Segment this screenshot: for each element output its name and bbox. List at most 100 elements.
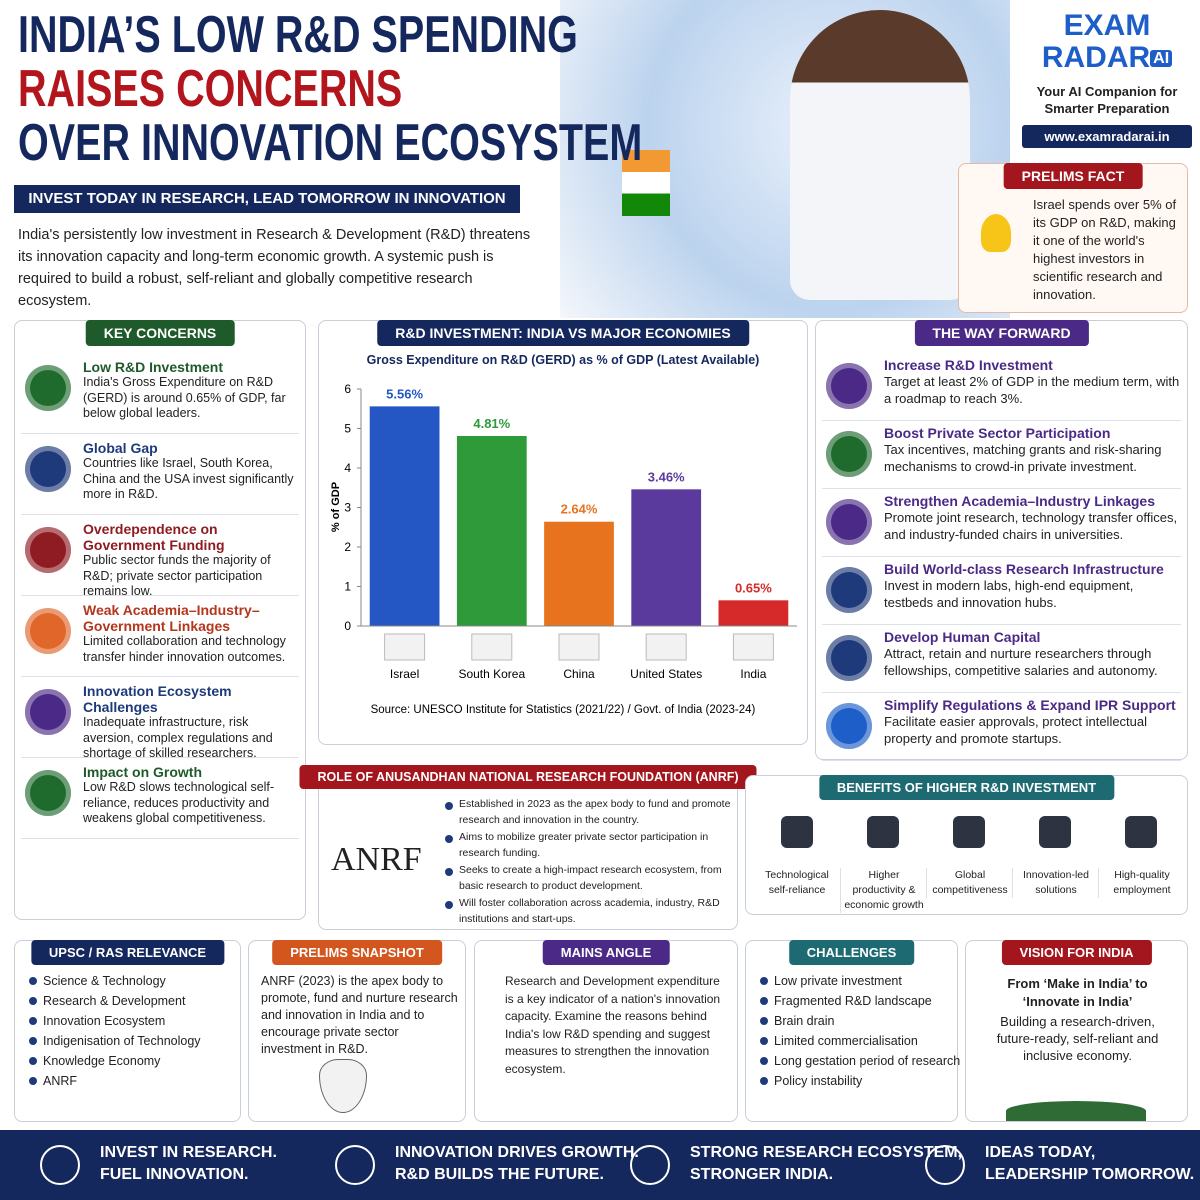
way-forward-item: Simplify Regulations & Expand IPR Suppor… (822, 693, 1181, 761)
mains-angle: MAINS ANGLE Research and Development exp… (474, 940, 738, 1122)
section-header: THE WAY FORWARD (914, 320, 1089, 346)
concern-icon (25, 608, 71, 654)
brand: EXAM RADAR AI Your AI Companion for Smart… (1022, 10, 1192, 149)
relevance-item: Science & Technology (27, 971, 166, 991)
upsc-relevance: UPSC / RAS RELEVANCE Science & Technolog… (14, 940, 241, 1122)
value-label: 0.65% (735, 580, 772, 595)
benefit-icon (953, 816, 985, 848)
y-tick-label: 4 (344, 461, 351, 475)
brand-badge: AI (1150, 50, 1173, 68)
benefit-icon (781, 816, 813, 848)
footer-icon (40, 1145, 80, 1185)
footer-icon (335, 1145, 375, 1185)
concern-text: Countries like Israel, South Korea, Chin… (83, 456, 294, 501)
concern-item: Low R&D Investment India's Gross Expendit… (21, 353, 299, 434)
y-tick-label: 0 (344, 619, 351, 633)
y-axis-label: % of GDP (330, 482, 342, 532)
concern-body: Low R&D Investment India's Gross Expendit… (83, 359, 299, 433)
brand-name-part: RADAR (1041, 41, 1151, 74)
y-tick-label: 1 (344, 580, 351, 594)
x-tick-label: India (740, 667, 766, 681)
title-line: RAISES CONCERNS (18, 60, 403, 118)
footer-line: STRONGER INDIA. (690, 1166, 834, 1183)
concern-title: Weak Academia–Industry–Government Linkag… (83, 602, 260, 634)
way-forward-title: Simplify Regulations & Expand IPR Suppor… (884, 697, 1176, 713)
concern-text: Inadequate infrastructure, risk aversion… (83, 715, 273, 760)
bar (456, 436, 527, 626)
way-forward-icon (826, 363, 872, 409)
concern-body: Innovation Ecosystem Challenges Inadequat… (83, 683, 299, 760)
way-forward-title: Boost Private Sector Participation (884, 425, 1111, 441)
anrf-point: Will foster collaboration across academi… (443, 895, 733, 927)
footer: INVEST IN RESEARCH. FUEL INNOVATION. INNOV… (0, 1130, 1200, 1200)
title-line: OVER INNOVATION ECOSYSTEM (18, 114, 643, 172)
concern-icon (25, 689, 71, 735)
value-label: 4.81% (473, 416, 510, 431)
footer-icon (630, 1145, 670, 1185)
section-header: CHALLENGES (788, 940, 915, 965)
chart-title: R&D INVESTMENT: INDIA VS MAJOR ECONOMIES (377, 320, 749, 346)
anrf-point: Aims to mobilize greater private sector … (443, 829, 733, 861)
concern-icon (25, 446, 71, 492)
section-header: BENEFITS OF HIGHER R&D INVESTMENT (818, 775, 1115, 800)
footer-line: FUEL INNOVATION. (100, 1166, 249, 1183)
way-forward-title: Develop Human Capital (884, 629, 1041, 645)
concern-text: India's Gross Expenditure on R&D (GERD) … (83, 375, 286, 420)
way-forward-body: Simplify Regulations & Expand IPR Suppor… (884, 697, 1181, 760)
concern-icon (25, 527, 71, 573)
way-forward: THE WAY FORWARD Increase R&D Investment T… (815, 320, 1188, 761)
challenge-item: Brain drain (758, 1011, 834, 1031)
concern-title: Overdependence on Government Funding (83, 521, 225, 553)
anrf-points: Established in 2023 as the apex body to … (443, 796, 733, 928)
vision: VISION FOR INDIA From ‘Make in India’ to… (965, 940, 1188, 1122)
section-header: ROLE OF ANUSANDHAN NATIONAL RESEARCH FOU… (299, 765, 757, 789)
chart: Gross Expenditure on R&D (GERD) as % of … (330, 353, 797, 716)
way-forward-icon (826, 431, 872, 477)
benefit-icon (867, 816, 899, 848)
title: INDIA’S LOW R&D SPENDING RAISES CONCERNS… (18, 8, 643, 172)
footer-line: STRONG RESEARCH ECOSYSTEM, (690, 1144, 963, 1161)
way-forward-title: Strengthen Academia–Industry Linkages (884, 493, 1155, 509)
way-forward-text: Facilitate easier approvals, protect int… (884, 714, 1148, 746)
vision-text: Building a research-driven, future-ready… (996, 1014, 1159, 1063)
benefits: BENEFITS OF HIGHER R&D INVESTMENT Techno… (745, 775, 1188, 915)
challenge-item: Limited commercialisation (758, 1031, 918, 1051)
way-forward-text: Invest in modern labs, high-end equipmen… (884, 578, 1134, 610)
fact-text: Israel spends over 5% of its GDP on R&D,… (1033, 197, 1177, 302)
challenges: CHALLENGES Low private investment Fragmen… (745, 940, 960, 1122)
flag (622, 150, 670, 216)
way-forward-body: Boost Private Sector Participation Tax in… (884, 425, 1181, 488)
flag (384, 633, 426, 661)
way-forward-body: Build World-class Research Infrastructur… (884, 561, 1181, 624)
concern-icon (25, 365, 71, 411)
concern-icon (25, 770, 71, 816)
benefit-icon (1039, 816, 1071, 848)
india-map (319, 1059, 367, 1113)
y-tick-label: 5 (344, 422, 351, 436)
benefit-label: Higher productivity & economic growth (840, 868, 927, 913)
bar (631, 489, 702, 626)
concern-item: Global Gap Countries like Israel, South K… (21, 434, 299, 515)
section-header: PRELIMS SNAPSHOT (272, 940, 442, 965)
section-header: VISION FOR INDIA (1001, 940, 1152, 965)
relevance-item: Research & Development (27, 991, 185, 1011)
challenge-item: Low private investment (758, 971, 902, 991)
footer-icon (925, 1145, 965, 1185)
x-tick-label: China (563, 667, 595, 681)
vision-headline: From ‘Make in India’ to ‘Innovate in Ind… (1007, 976, 1148, 1009)
value-label: 2.64% (561, 502, 598, 517)
chart-panel: R&D INVESTMENT: INDIA VS MAJOR ECONOMIES… (318, 320, 808, 745)
way-forward-text: Attract, retain and nurture researchers … (884, 646, 1158, 678)
relevance-item: Knowledge Economy (27, 1051, 160, 1071)
anrf-point: Established in 2023 as the apex body to … (443, 796, 733, 828)
concern-body: Global Gap Countries like Israel, South K… (83, 440, 299, 514)
concern-item: Weak Academia–Industry–Government Linkag… (21, 596, 299, 677)
way-forward-text: Promote joint research, technology trans… (884, 510, 1178, 542)
flag (645, 633, 687, 661)
section-header: PRELIMS FACT (1003, 163, 1143, 189)
benefit-label: High-quality employment (1098, 868, 1185, 898)
relevance-item: Indigenisation of Technology (27, 1031, 201, 1051)
concern-title: Innovation Ecosystem Challenges (83, 683, 232, 715)
anrf: ROLE OF ANUSANDHAN NATIONAL RESEARCH FOU… (299, 765, 757, 930)
